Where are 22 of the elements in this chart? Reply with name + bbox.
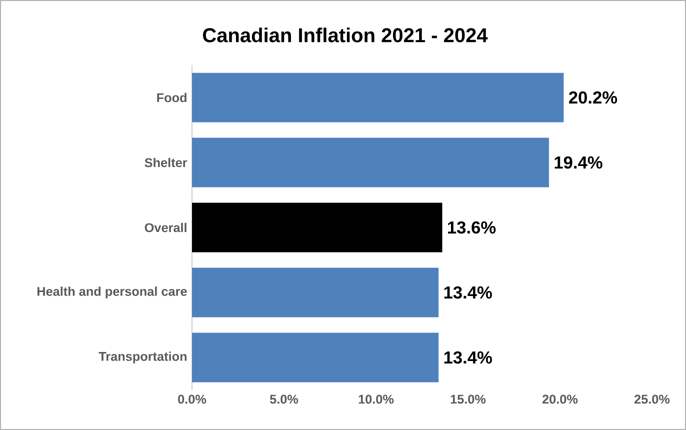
y-tick-label: Overall: [144, 222, 186, 232]
data-label: 13.6%: [448, 221, 496, 234]
x-tick-label: 25.0%: [634, 394, 670, 404]
data-label: 13.4%: [444, 351, 492, 364]
data-label: 20.2%: [568, 91, 618, 104]
bar: [192, 268, 439, 318]
data-label: 19.4%: [554, 156, 602, 169]
bar: [192, 332, 439, 382]
bar: [192, 202, 442, 252]
x-tick-label: 0.0%: [178, 394, 206, 404]
bar: [192, 138, 549, 188]
x-tick-label: 5.0%: [270, 394, 298, 404]
data-label: 13.4%: [444, 286, 492, 299]
x-tick-label: 20.0%: [542, 394, 578, 404]
y-tick-label: Health and personal care: [38, 286, 187, 298]
y-tick-label: Shelter: [144, 158, 188, 168]
bar: [192, 72, 564, 122]
y-tick-label: Transportation: [98, 352, 187, 364]
x-tick-label: 15.0%: [450, 394, 486, 404]
y-tick-label: Food: [157, 92, 186, 102]
chart-title: Canadian Inflation 2021 - 2024: [202, 28, 488, 42]
x-tick-label: 10.0%: [358, 394, 394, 404]
